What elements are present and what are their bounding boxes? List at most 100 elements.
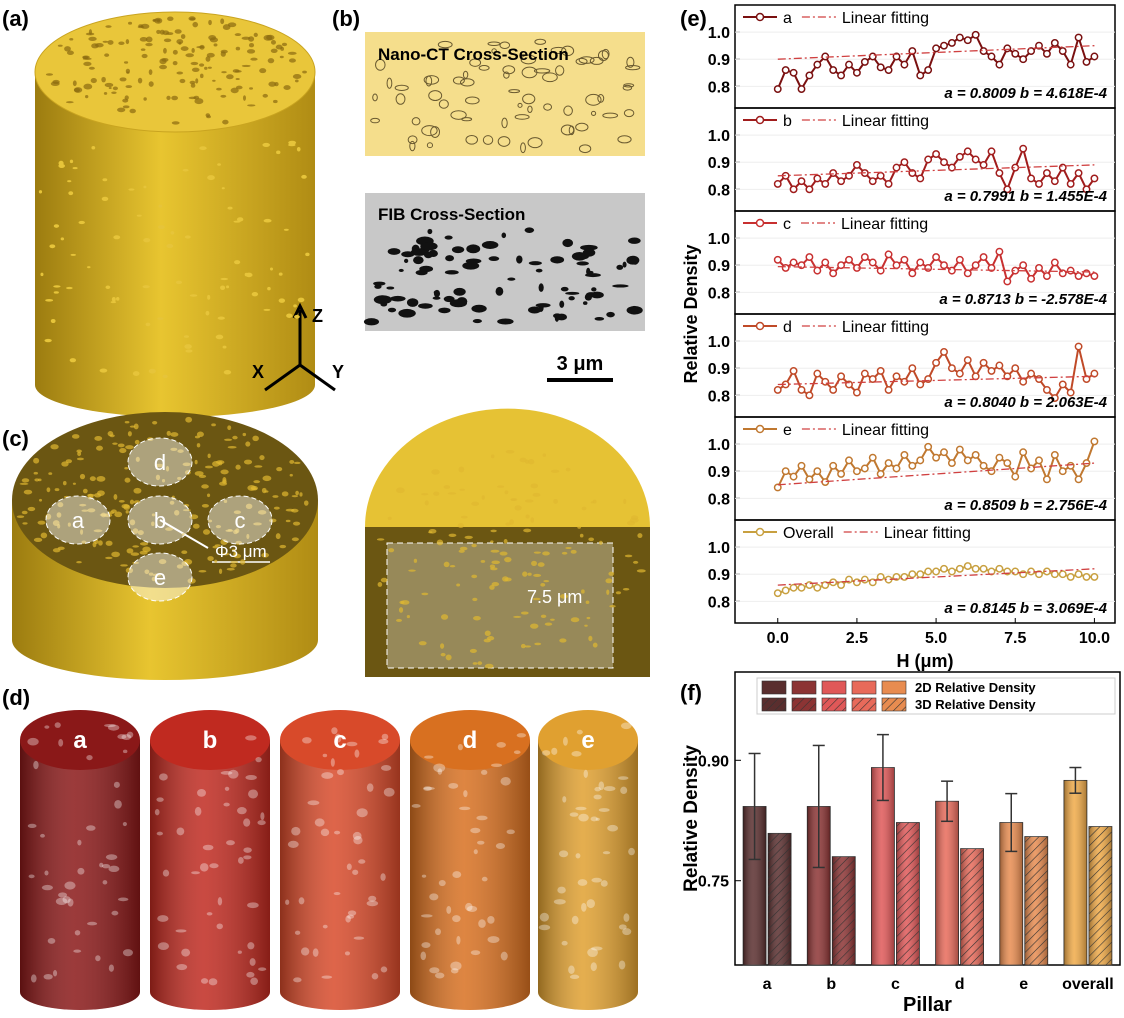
pore bbox=[380, 302, 387, 306]
pore bbox=[331, 758, 335, 767]
pore bbox=[554, 899, 566, 904]
pore bbox=[505, 522, 510, 525]
pore bbox=[75, 930, 81, 935]
point bbox=[877, 368, 883, 374]
pore bbox=[587, 617, 591, 619]
pore bbox=[438, 308, 450, 314]
pore bbox=[453, 288, 465, 296]
pore bbox=[195, 807, 202, 816]
pore bbox=[424, 755, 433, 758]
pore bbox=[226, 74, 234, 79]
pore bbox=[111, 552, 120, 558]
point bbox=[877, 173, 883, 179]
pore bbox=[171, 96, 178, 101]
pore bbox=[135, 440, 140, 445]
pore bbox=[381, 765, 391, 771]
point bbox=[862, 59, 868, 65]
pore bbox=[420, 951, 426, 960]
pore bbox=[34, 472, 38, 475]
y-tick-label: 0.75 bbox=[698, 874, 729, 891]
pore bbox=[113, 87, 118, 91]
pore bbox=[444, 485, 451, 489]
pore bbox=[143, 238, 150, 242]
pore bbox=[531, 483, 539, 488]
pore bbox=[236, 78, 240, 80]
point bbox=[941, 262, 947, 268]
pore bbox=[286, 509, 295, 512]
pore bbox=[485, 664, 494, 669]
pore bbox=[97, 490, 105, 496]
pore bbox=[156, 797, 163, 802]
pore bbox=[155, 809, 160, 815]
pore bbox=[450, 565, 455, 567]
pore bbox=[146, 323, 151, 327]
pore bbox=[45, 299, 53, 302]
point bbox=[782, 265, 788, 271]
point bbox=[1067, 267, 1073, 273]
pore bbox=[304, 500, 309, 505]
point bbox=[1036, 181, 1042, 187]
pore bbox=[628, 238, 641, 244]
pore bbox=[334, 892, 341, 895]
pore bbox=[292, 537, 299, 541]
pore bbox=[247, 49, 255, 54]
pore bbox=[534, 551, 541, 553]
pore bbox=[50, 444, 58, 449]
pore bbox=[218, 461, 222, 465]
pore bbox=[618, 776, 629, 780]
pore bbox=[543, 453, 547, 457]
pore bbox=[568, 966, 575, 974]
pore bbox=[163, 375, 168, 379]
point bbox=[917, 381, 923, 387]
pore bbox=[244, 460, 252, 465]
pore bbox=[254, 465, 262, 467]
point bbox=[775, 181, 781, 187]
pore bbox=[591, 817, 598, 822]
pore bbox=[271, 49, 278, 53]
pore bbox=[250, 978, 258, 985]
pore bbox=[321, 772, 333, 779]
pore bbox=[208, 454, 211, 458]
pore bbox=[347, 915, 354, 919]
pore bbox=[31, 974, 37, 982]
pore bbox=[401, 251, 414, 257]
pore bbox=[142, 54, 148, 58]
pore bbox=[534, 643, 541, 646]
pore bbox=[222, 479, 227, 483]
pore bbox=[502, 233, 507, 239]
pore bbox=[407, 615, 410, 618]
pore bbox=[515, 505, 522, 510]
pore bbox=[282, 43, 287, 46]
pore bbox=[235, 33, 241, 36]
panel-label: (d) bbox=[2, 685, 30, 710]
pore bbox=[465, 903, 472, 911]
point bbox=[1036, 457, 1042, 463]
pore bbox=[33, 458, 39, 464]
pore bbox=[419, 641, 427, 645]
pore bbox=[323, 754, 328, 757]
point bbox=[870, 376, 876, 382]
pore bbox=[599, 808, 610, 812]
pore bbox=[220, 278, 228, 280]
pore bbox=[236, 47, 240, 51]
pore bbox=[51, 319, 56, 323]
pore bbox=[34, 478, 39, 481]
pore bbox=[108, 40, 114, 45]
point bbox=[957, 370, 963, 376]
pore bbox=[206, 113, 210, 117]
pore bbox=[166, 244, 173, 248]
bar-shade bbox=[936, 801, 959, 965]
point bbox=[1012, 568, 1018, 574]
pore bbox=[114, 494, 118, 500]
pore bbox=[421, 914, 433, 917]
pore bbox=[158, 942, 169, 950]
pore bbox=[118, 41, 124, 45]
pore bbox=[542, 750, 550, 756]
pore bbox=[477, 841, 484, 845]
point bbox=[814, 585, 820, 591]
pore bbox=[372, 973, 379, 979]
pore bbox=[478, 919, 486, 928]
pore bbox=[581, 903, 586, 912]
pore bbox=[245, 273, 252, 278]
pore bbox=[86, 33, 95, 36]
